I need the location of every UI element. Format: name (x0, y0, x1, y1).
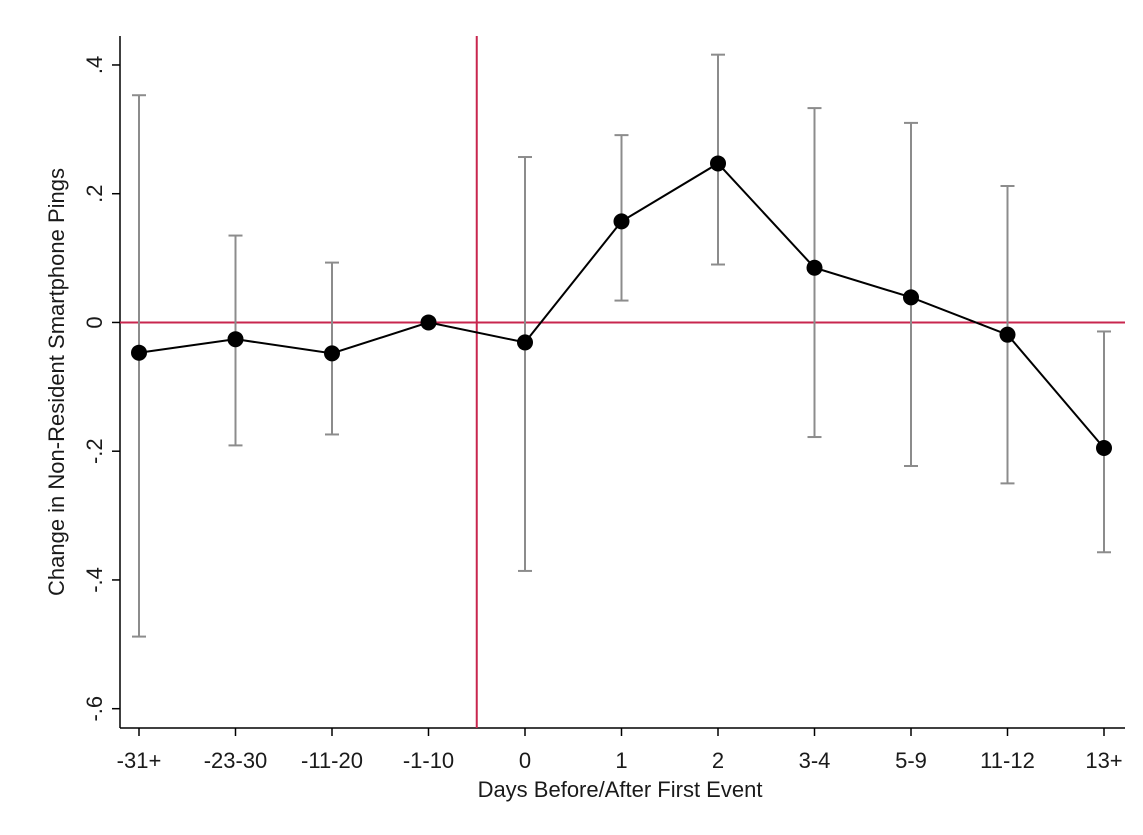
point (131, 344, 147, 361)
x-tick-label: 1 (615, 748, 627, 773)
x-tick-label: -11-20 (301, 748, 363, 773)
point (903, 289, 919, 306)
x-tick-label: 13+ (1085, 748, 1122, 773)
x-tick-label: 3-4 (799, 748, 831, 773)
y-tick-label: .4 (82, 56, 107, 74)
y-tick-label: .2 (82, 185, 107, 203)
x-tick-label: -23-30 (204, 748, 268, 773)
x-tick-label: -31+ (117, 748, 162, 773)
point (227, 331, 244, 348)
point (999, 326, 1016, 343)
x-tick-label: 0 (519, 748, 531, 773)
point (613, 213, 630, 230)
point (806, 259, 823, 276)
point (420, 314, 437, 331)
point (1096, 439, 1112, 456)
y-tick-label: -.4 (82, 567, 107, 593)
x-tick-label: 5-9 (895, 748, 927, 773)
point (517, 334, 533, 351)
y-tick-label: 0 (82, 316, 107, 328)
point (324, 345, 340, 362)
y-axis-title: Change in Non-Resident Smartphone Pings (44, 168, 69, 596)
x-axis-title: Days Before/After First Event (478, 777, 763, 802)
x-tick-label: -1-10 (403, 748, 454, 773)
y-tick-label: -.6 (82, 696, 107, 722)
x-tick-label: 2 (712, 748, 724, 773)
y-tick-label: -.2 (82, 438, 107, 464)
point (710, 155, 726, 172)
x-tick-label: 11-12 (980, 748, 1035, 773)
